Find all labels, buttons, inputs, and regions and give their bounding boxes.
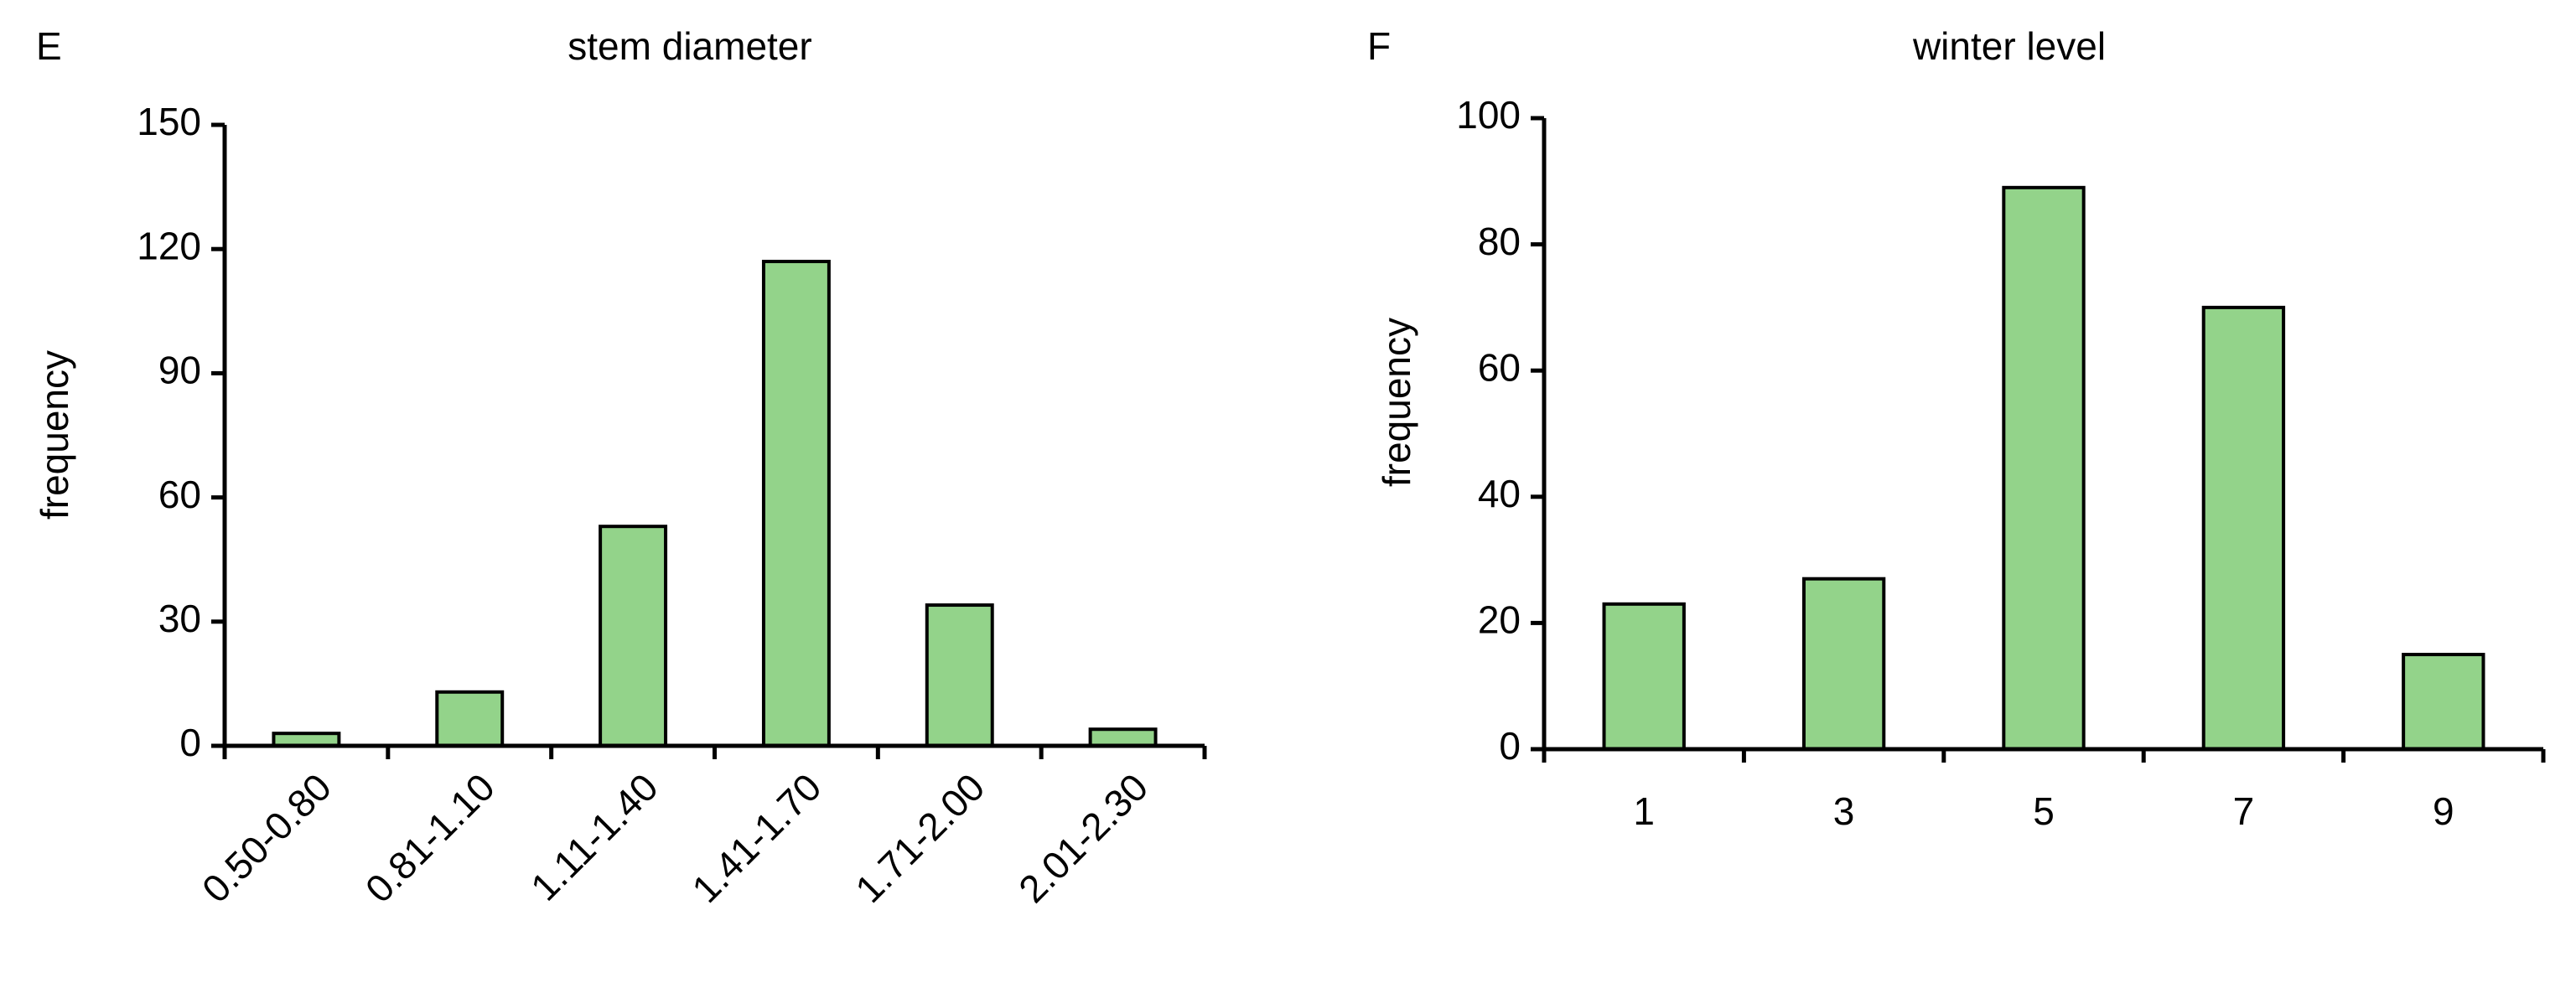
x-tick-label: 1: [1633, 789, 1655, 833]
x-tick-label: 2.01-2.30: [1010, 765, 1156, 911]
y-axis-label: frequency: [33, 350, 76, 520]
bar: [1801, 577, 1886, 751]
chart-title: stem diameter: [568, 24, 811, 68]
bar: [2402, 653, 2485, 751]
panel-label: F: [1367, 24, 1391, 68]
bar: [925, 603, 994, 747]
y-tick-label: 60: [1478, 345, 1521, 389]
bar: [2002, 185, 2086, 751]
y-tick-label: 30: [158, 597, 201, 640]
y-tick-label: 0: [179, 721, 201, 764]
bar: [761, 260, 831, 747]
bar: [435, 690, 505, 748]
y-tick-label: 120: [137, 224, 201, 267]
bar: [1602, 602, 1686, 751]
x-tick-label: 1.41-1.70: [683, 765, 829, 911]
panel-label: E: [36, 24, 62, 68]
x-tick-label: 1.11-1.40: [522, 765, 666, 909]
y-tick-label: 150: [137, 100, 201, 143]
y-tick-label: 20: [1478, 598, 1521, 642]
x-tick-label: 5: [2033, 789, 2055, 833]
x-tick-label: 0.50-0.80: [194, 765, 339, 911]
chart-title: winter level: [1912, 24, 2106, 68]
y-tick-label: 0: [1499, 724, 1521, 768]
bar: [2201, 305, 2286, 751]
x-tick-label: 0.81-1.10: [357, 765, 503, 911]
y-tick-label: 100: [1456, 93, 1521, 137]
x-tick-label: 7: [2233, 789, 2255, 833]
bar: [599, 525, 668, 747]
y-tick-label: 40: [1478, 472, 1521, 515]
x-tick-label: 1.71-2.00: [847, 765, 993, 911]
y-tick-label: 80: [1478, 220, 1521, 263]
bar: [1088, 727, 1158, 747]
y-axis-label: frequency: [1375, 318, 1418, 487]
y-tick-label: 90: [158, 349, 201, 392]
y-tick-label: 60: [158, 473, 201, 516]
x-tick-label: 9: [2433, 789, 2454, 833]
x-tick-label: 3: [1833, 789, 1855, 833]
